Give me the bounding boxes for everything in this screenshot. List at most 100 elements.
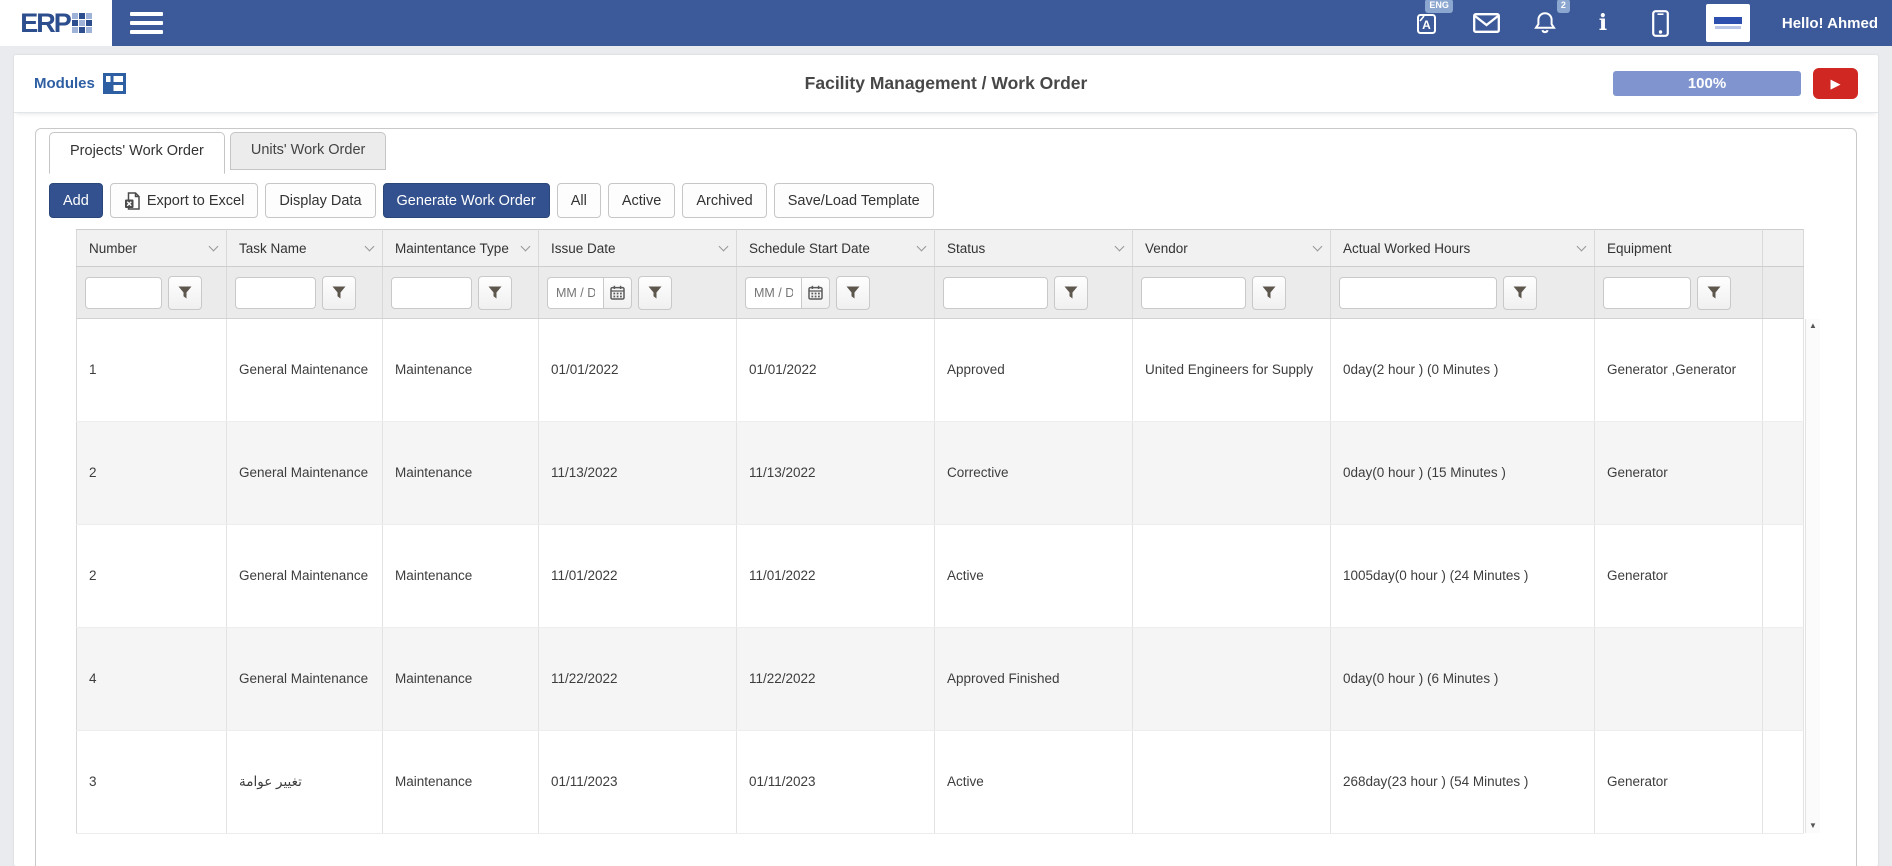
tab-projects-work-order[interactable]: Projects' Work Order [49,132,225,174]
filter-button-task-name[interactable] [322,276,356,310]
cell-number: 4 [77,628,227,731]
generate-work-order-button[interactable]: Generate Work Order [383,183,550,218]
filter-date-input-schedule-start-date[interactable] [745,277,801,309]
export-to-excel-button[interactable]: Export to Excel [110,183,259,218]
vertical-scrollbar[interactable]: ▲ ▼ [1805,319,1820,833]
chevron-down-icon[interactable] [1577,241,1587,251]
filter-icon [1513,286,1527,299]
info-button[interactable]: i [1590,8,1616,38]
add-button[interactable]: Add [49,183,103,218]
table-row[interactable]: 2 General Maintenance Maintenance 11/13/… [77,422,1804,525]
cell-vendor [1133,525,1331,628]
filter-input-equipment[interactable] [1603,277,1691,309]
filter-icon [1262,286,1276,299]
filter-button-equipment[interactable] [1697,276,1731,310]
filter-archived-button[interactable]: Archived [682,183,766,218]
filter-input-maintentance-type[interactable] [391,277,472,309]
table-row[interactable]: 1 General Maintenance Maintenance 01/01/… [77,319,1804,422]
cell-status: Active [935,731,1133,834]
cell-task-name: General Maintenance [227,319,383,422]
cell-status: Corrective [935,422,1133,525]
column-header-task-name[interactable]: Task Name [227,230,383,267]
calendar-icon [610,285,625,300]
breadcrumb-modules[interactable]: Modules [34,73,126,94]
scroll-down-icon[interactable]: ▼ [1809,822,1817,830]
language-button[interactable]: A ENG [1415,8,1441,38]
table-row[interactable]: 2 General Maintenance Maintenance 11/01/… [77,525,1804,628]
filter-date-input-issue-date[interactable] [547,277,603,309]
cell-task-name: General Maintenance [227,525,383,628]
save-load-template-button[interactable]: Save/Load Template [774,183,934,218]
user-avatar[interactable] [1706,4,1750,42]
cell-schedule-start-date: 01/11/2023 [737,731,935,834]
excel-icon [124,192,140,210]
chevron-down-icon[interactable] [917,241,927,251]
filter-input-task-name[interactable] [235,277,316,309]
mail-button[interactable] [1473,8,1500,38]
chevron-down-icon[interactable] [1313,241,1323,251]
avatar-logo [1714,17,1742,24]
filter-button-maintentance-type[interactable] [478,276,512,310]
language-badge: ENG [1425,0,1453,13]
table-row[interactable]: 4 General Maintenance Maintenance 11/22/… [77,628,1804,731]
user-greeting: Hello! Ahmed [1782,15,1878,32]
filter-input-actual-worked-hours[interactable] [1339,277,1497,309]
filter-button-actual-worked-hours[interactable] [1503,276,1537,310]
tab-units-work-order[interactable]: Units' Work Order [230,132,387,170]
cell-schedule-start-date: 11/13/2022 [737,422,935,525]
cell-actual-worked-hours: 268day(23 hour ) (54 Minutes ) [1331,731,1595,834]
filter-input-status[interactable] [943,277,1048,309]
notifications-button[interactable]: 2 [1532,8,1558,38]
phone-icon [1652,10,1669,37]
mobile-app-button[interactable] [1648,8,1674,38]
chevron-down-icon[interactable] [719,241,729,251]
column-header-maintentance-type[interactable]: Maintentance Type [383,230,539,267]
calendar-button-schedule-start-date[interactable] [801,277,830,309]
cell-equipment: Generator [1595,422,1763,525]
scroll-up-icon[interactable]: ▲ [1809,322,1817,330]
filter-button-vendor[interactable] [1252,276,1286,310]
work-order-widget: Projects' Work Order Units' Work Order A… [35,128,1857,866]
cell-maintentance-type: Maintenance [383,731,539,834]
table-row[interactable]: 3 تغيير عوامة Maintenance 01/11/2023 01/… [77,731,1804,834]
filter-active-button[interactable]: Active [608,183,676,218]
filter-button-number[interactable] [168,276,202,310]
erp-logo[interactable]: ERP [0,0,112,46]
column-header-vendor[interactable]: Vendor [1133,230,1331,267]
calendar-button-issue-date[interactable] [603,277,632,309]
filter-button-status[interactable] [1054,276,1088,310]
column-header-status[interactable]: Status [935,230,1133,267]
cell-issue-date: 11/01/2022 [539,525,737,628]
cell-equipment [1595,628,1763,731]
cell-issue-date: 01/11/2023 [539,731,737,834]
filter-input-number[interactable] [85,277,162,309]
display-data-button[interactable]: Display Data [265,183,375,218]
cell-status: Approved [935,319,1133,422]
column-header-number[interactable]: Number [77,230,227,267]
cell-number: 2 [77,422,227,525]
column-header-actual-worked-hours[interactable]: Actual Worked Hours [1331,230,1595,267]
notification-badge: 2 [1557,0,1570,13]
cell-issue-date: 11/13/2022 [539,422,737,525]
top-navbar: ERP A ENG 2 [0,0,1892,46]
column-header-equipment[interactable]: Equipment [1595,230,1763,267]
page-header-bar: Modules Facility Management / Work Order… [14,55,1878,113]
filter-icon [648,286,662,299]
toolbar: Add Export to Excel Display Data Generat… [49,183,1843,218]
video-help-button[interactable]: ▶ [1813,68,1858,99]
chevron-down-icon[interactable] [521,241,531,251]
filter-row [77,267,1804,319]
filter-all-button[interactable]: All [557,183,601,218]
column-header-issue-date[interactable]: Issue Date [539,230,737,267]
cell-status: Approved Finished [935,628,1133,731]
filter-input-vendor[interactable] [1141,277,1246,309]
hamburger-menu-icon[interactable] [126,8,167,38]
chevron-down-icon[interactable] [1115,241,1125,251]
chevron-down-icon[interactable] [209,241,219,251]
filter-button-issue-date[interactable] [638,276,672,310]
column-header-schedule-start-date[interactable]: Schedule Start Date [737,230,935,267]
filter-button-schedule-start-date[interactable] [836,276,870,310]
cell-vendor [1133,628,1331,731]
cell-task-name: General Maintenance [227,628,383,731]
chevron-down-icon[interactable] [365,241,375,251]
